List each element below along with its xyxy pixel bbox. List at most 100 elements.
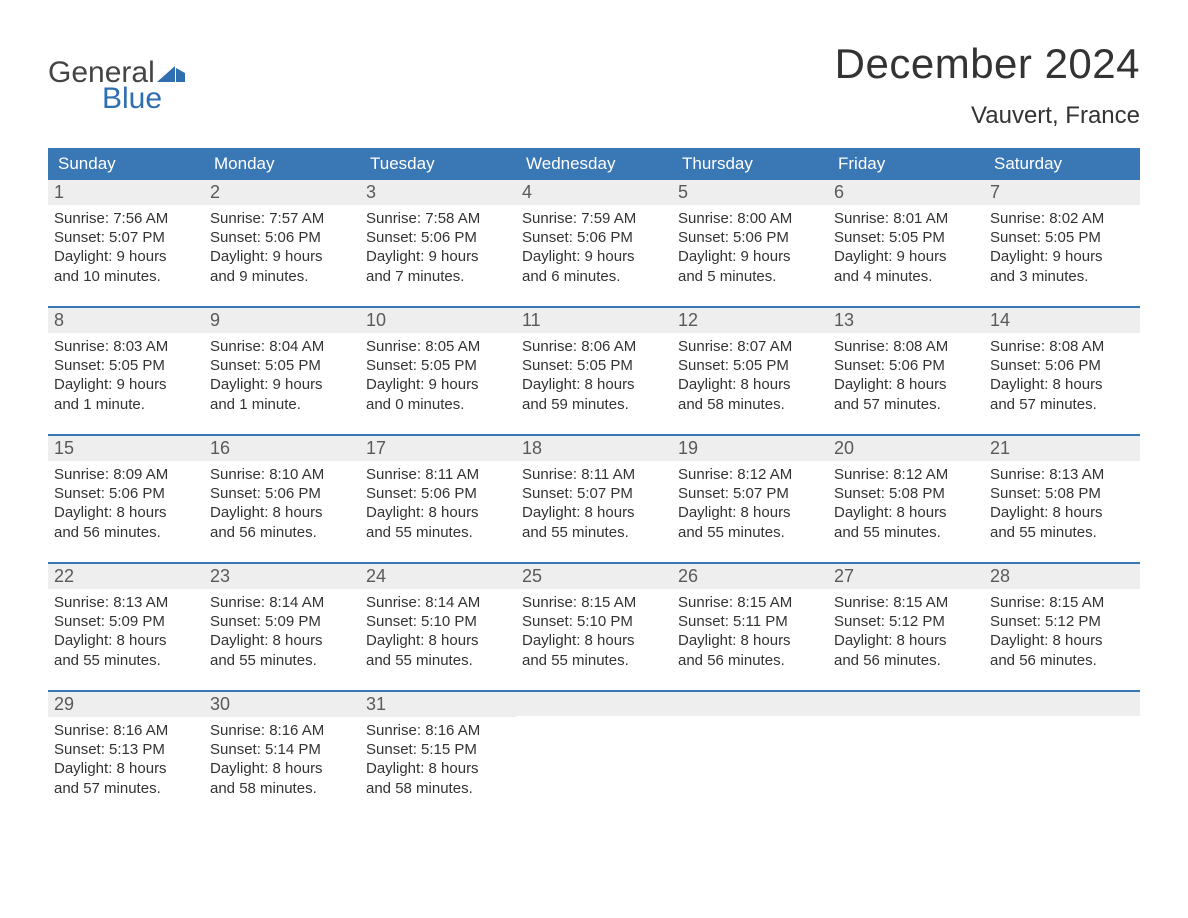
sunrise-line: Sunrise: 8:00 AM: [678, 209, 824, 228]
sunset-line: Sunset: 5:12 PM: [834, 612, 980, 631]
sunrise-line: Sunrise: 8:09 AM: [54, 465, 200, 484]
calendar-cell: 2Sunrise: 7:57 AMSunset: 5:06 PMDaylight…: [204, 180, 360, 292]
daylight-line: Daylight: 9 hours and 3 minutes.: [990, 247, 1136, 285]
day-number: 2: [204, 180, 360, 205]
calendar-cell: 16Sunrise: 8:10 AMSunset: 5:06 PMDayligh…: [204, 436, 360, 548]
calendar-cell: 8Sunrise: 8:03 AMSunset: 5:05 PMDaylight…: [48, 308, 204, 420]
day-details: Sunrise: 8:16 AMSunset: 5:15 PMDaylight:…: [360, 717, 516, 800]
day-details: Sunrise: 8:08 AMSunset: 5:06 PMDaylight:…: [984, 333, 1140, 416]
day-details: Sunrise: 8:00 AMSunset: 5:06 PMDaylight:…: [672, 205, 828, 288]
sunset-line: Sunset: 5:13 PM: [54, 740, 200, 759]
sunrise-line: Sunrise: 8:15 AM: [678, 593, 824, 612]
calendar-cell: 7Sunrise: 8:02 AMSunset: 5:05 PMDaylight…: [984, 180, 1140, 292]
calendar-cell: 22Sunrise: 8:13 AMSunset: 5:09 PMDayligh…: [48, 564, 204, 676]
week-row: 15Sunrise: 8:09 AMSunset: 5:06 PMDayligh…: [48, 434, 1140, 548]
day-number: [984, 692, 1140, 716]
day-details: Sunrise: 8:15 AMSunset: 5:12 PMDaylight:…: [984, 589, 1140, 672]
sunrise-line: Sunrise: 8:05 AM: [366, 337, 512, 356]
day-details: Sunrise: 8:02 AMSunset: 5:05 PMDaylight:…: [984, 205, 1140, 288]
day-number: 19: [672, 436, 828, 461]
calendar: SundayMondayTuesdayWednesdayThursdayFrid…: [48, 148, 1140, 804]
sunrise-line: Sunrise: 7:58 AM: [366, 209, 512, 228]
calendar-cell: 19Sunrise: 8:12 AMSunset: 5:07 PMDayligh…: [672, 436, 828, 548]
day-details: Sunrise: 8:12 AMSunset: 5:08 PMDaylight:…: [828, 461, 984, 544]
daylight-line: Daylight: 8 hours and 58 minutes.: [210, 759, 356, 797]
sunset-line: Sunset: 5:06 PM: [834, 356, 980, 375]
sunrise-line: Sunrise: 8:03 AM: [54, 337, 200, 356]
day-number: 10: [360, 308, 516, 333]
sunrise-line: Sunrise: 8:14 AM: [210, 593, 356, 612]
daylight-line: Daylight: 8 hours and 55 minutes.: [522, 631, 668, 669]
daylight-line: Daylight: 9 hours and 6 minutes.: [522, 247, 668, 285]
day-number: 17: [360, 436, 516, 461]
day-details: Sunrise: 8:09 AMSunset: 5:06 PMDaylight:…: [48, 461, 204, 544]
sunset-line: Sunset: 5:06 PM: [366, 228, 512, 247]
sunrise-line: Sunrise: 8:08 AM: [834, 337, 980, 356]
day-header: Friday: [828, 148, 984, 180]
day-number: 31: [360, 692, 516, 717]
sunrise-line: Sunrise: 8:08 AM: [990, 337, 1136, 356]
calendar-cell: 9Sunrise: 8:04 AMSunset: 5:05 PMDaylight…: [204, 308, 360, 420]
daylight-line: Daylight: 8 hours and 55 minutes.: [678, 503, 824, 541]
calendar-cell: 13Sunrise: 8:08 AMSunset: 5:06 PMDayligh…: [828, 308, 984, 420]
daylight-line: Daylight: 8 hours and 55 minutes.: [54, 631, 200, 669]
daylight-line: Daylight: 9 hours and 1 minute.: [210, 375, 356, 413]
weeks-container: 1Sunrise: 7:56 AMSunset: 5:07 PMDaylight…: [48, 180, 1140, 804]
calendar-cell: 20Sunrise: 8:12 AMSunset: 5:08 PMDayligh…: [828, 436, 984, 548]
day-number: 1: [48, 180, 204, 205]
calendar-cell: 6Sunrise: 8:01 AMSunset: 5:05 PMDaylight…: [828, 180, 984, 292]
day-number: 11: [516, 308, 672, 333]
sunrise-line: Sunrise: 7:59 AM: [522, 209, 668, 228]
day-number: 8: [48, 308, 204, 333]
day-header: Thursday: [672, 148, 828, 180]
day-number: 28: [984, 564, 1140, 589]
day-number: 25: [516, 564, 672, 589]
day-number: 21: [984, 436, 1140, 461]
day-number: 3: [360, 180, 516, 205]
calendar-cell: 5Sunrise: 8:00 AMSunset: 5:06 PMDaylight…: [672, 180, 828, 292]
sunset-line: Sunset: 5:07 PM: [54, 228, 200, 247]
sunset-line: Sunset: 5:08 PM: [834, 484, 980, 503]
sunrise-line: Sunrise: 8:07 AM: [678, 337, 824, 356]
day-details: Sunrise: 8:13 AMSunset: 5:09 PMDaylight:…: [48, 589, 204, 672]
day-number: 16: [204, 436, 360, 461]
daylight-line: Daylight: 8 hours and 56 minutes.: [678, 631, 824, 669]
sunset-line: Sunset: 5:15 PM: [366, 740, 512, 759]
sunrise-line: Sunrise: 8:16 AM: [210, 721, 356, 740]
day-details: Sunrise: 8:04 AMSunset: 5:05 PMDaylight:…: [204, 333, 360, 416]
daylight-line: Daylight: 8 hours and 59 minutes.: [522, 375, 668, 413]
day-details: Sunrise: 8:15 AMSunset: 5:10 PMDaylight:…: [516, 589, 672, 672]
day-number: 30: [204, 692, 360, 717]
calendar-cell: 28Sunrise: 8:15 AMSunset: 5:12 PMDayligh…: [984, 564, 1140, 676]
day-header: Monday: [204, 148, 360, 180]
sunrise-line: Sunrise: 7:57 AM: [210, 209, 356, 228]
calendar-cell: 1Sunrise: 7:56 AMSunset: 5:07 PMDaylight…: [48, 180, 204, 292]
header: General Blue December 2024 Vauvert, Fran…: [48, 40, 1140, 130]
day-header: Saturday: [984, 148, 1140, 180]
calendar-cell: [984, 692, 1140, 804]
sunrise-line: Sunrise: 8:02 AM: [990, 209, 1136, 228]
sunrise-line: Sunrise: 8:01 AM: [834, 209, 980, 228]
day-number: 12: [672, 308, 828, 333]
day-number: 18: [516, 436, 672, 461]
sunset-line: Sunset: 5:07 PM: [678, 484, 824, 503]
day-details: Sunrise: 7:56 AMSunset: 5:07 PMDaylight:…: [48, 205, 204, 288]
calendar-cell: 11Sunrise: 8:06 AMSunset: 5:05 PMDayligh…: [516, 308, 672, 420]
sunset-line: Sunset: 5:09 PM: [54, 612, 200, 631]
day-number: 20: [828, 436, 984, 461]
calendar-cell: 18Sunrise: 8:11 AMSunset: 5:07 PMDayligh…: [516, 436, 672, 548]
daylight-line: Daylight: 9 hours and 1 minute.: [54, 375, 200, 413]
daylight-line: Daylight: 8 hours and 57 minutes.: [54, 759, 200, 797]
day-details: Sunrise: 8:16 AMSunset: 5:14 PMDaylight:…: [204, 717, 360, 800]
calendar-cell: [516, 692, 672, 804]
sunset-line: Sunset: 5:06 PM: [522, 228, 668, 247]
sunset-line: Sunset: 5:05 PM: [366, 356, 512, 375]
day-header: Tuesday: [360, 148, 516, 180]
sunset-line: Sunset: 5:10 PM: [366, 612, 512, 631]
day-details: Sunrise: 7:57 AMSunset: 5:06 PMDaylight:…: [204, 205, 360, 288]
day-details: Sunrise: 8:11 AMSunset: 5:06 PMDaylight:…: [360, 461, 516, 544]
day-number: 23: [204, 564, 360, 589]
daylight-line: Daylight: 8 hours and 55 minutes.: [834, 503, 980, 541]
day-details: Sunrise: 8:06 AMSunset: 5:05 PMDaylight:…: [516, 333, 672, 416]
day-details: Sunrise: 8:14 AMSunset: 5:10 PMDaylight:…: [360, 589, 516, 672]
